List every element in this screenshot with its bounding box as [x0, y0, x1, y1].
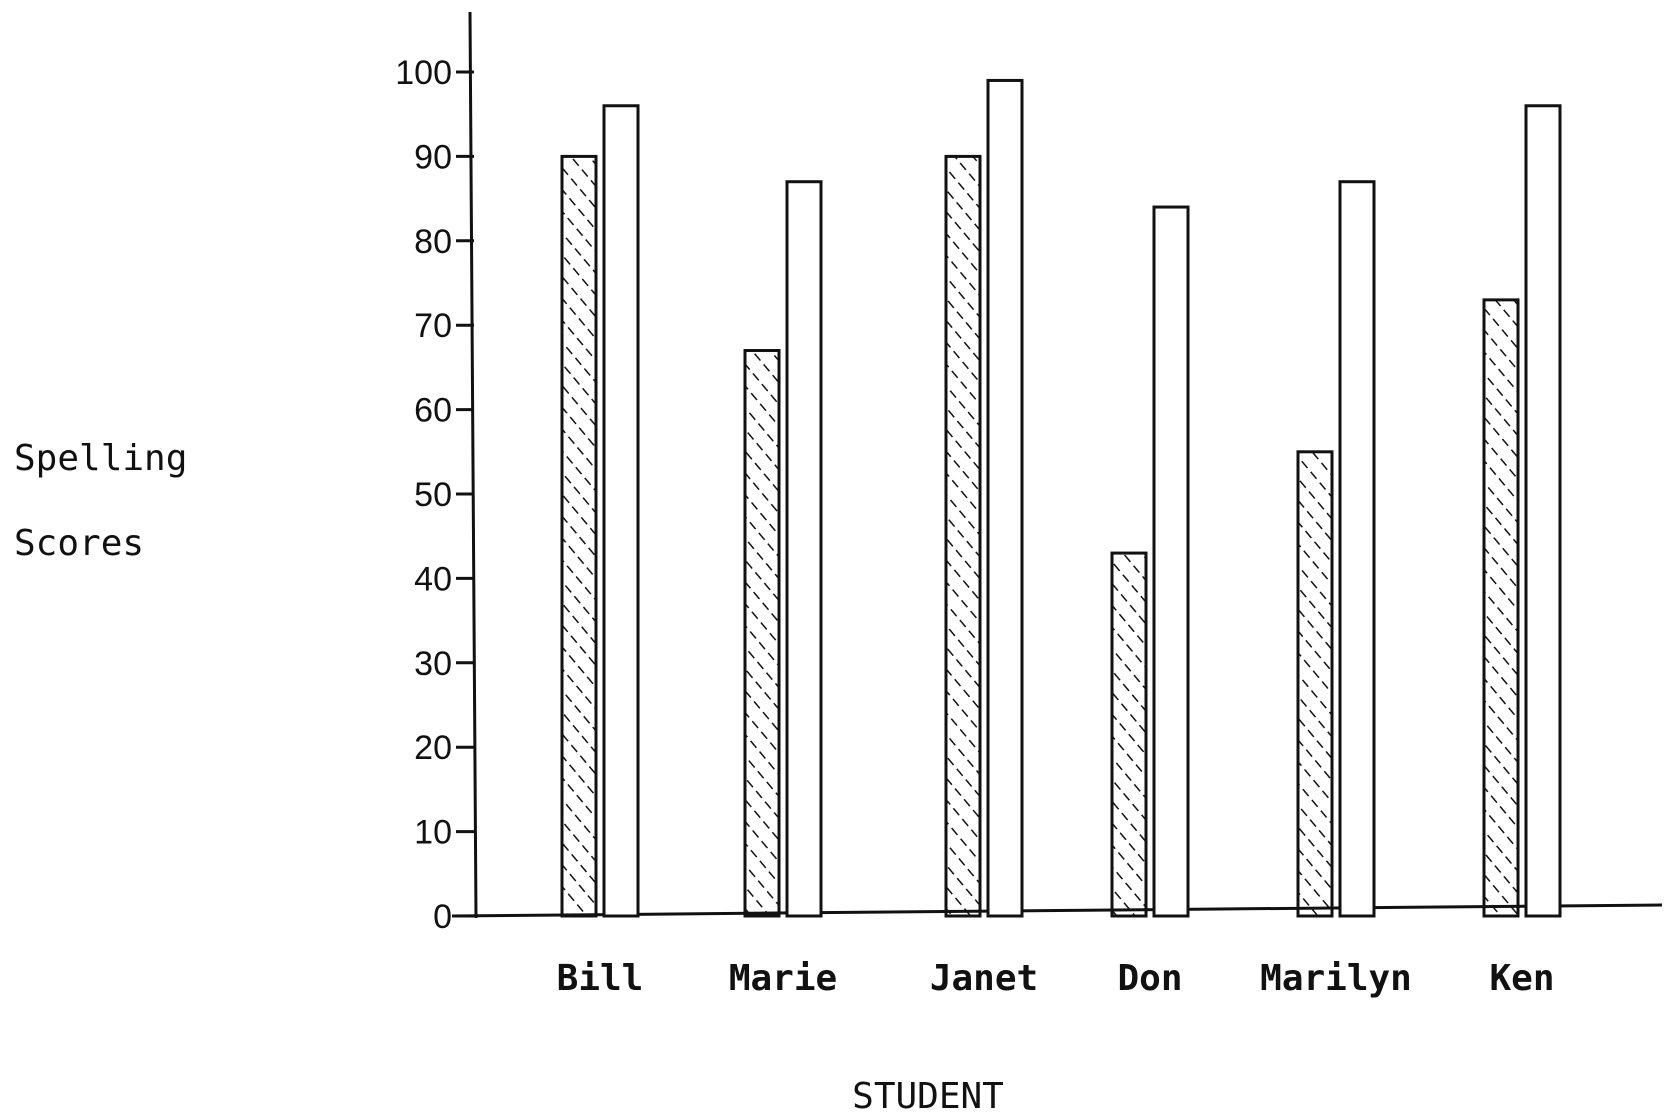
bar-bill-plain	[602, 104, 640, 918]
y-tick-label: 10	[414, 814, 452, 852]
bar-marie-hatched	[743, 349, 781, 918]
y-tick-label: 60	[414, 392, 452, 430]
x-tick-label-janet: Janet	[930, 958, 1038, 999]
bar-ken-plain	[1524, 104, 1562, 918]
y-tick-label: 20	[414, 729, 452, 767]
x-tick-label-don: Don	[1117, 958, 1182, 999]
y-tick-label: 40	[414, 560, 452, 598]
bar-janet-plain	[986, 78, 1024, 918]
x-tick-label-bill: Bill	[557, 958, 644, 999]
x-tick-label-marilyn: Marilyn	[1260, 958, 1412, 999]
x-tick-label-ken: Ken	[1489, 958, 1554, 999]
bar-bill-hatched	[560, 154, 598, 918]
y-axis-line	[468, 11, 478, 919]
y-axis-label-line-2: Scores	[14, 523, 144, 564]
bar-don-hatched	[1110, 551, 1148, 918]
y-axis-ticks: 0 10 20 30 40 50 60 70 80 90 100	[395, 54, 474, 936]
bar-ken-hatched	[1482, 298, 1520, 918]
y-tick-label: 30	[414, 645, 452, 683]
y-tick-label: 90	[414, 138, 452, 176]
y-tick-label: 80	[414, 223, 452, 261]
x-tick-label-marie: Marie	[729, 958, 837, 999]
bar-marie-plain	[785, 180, 823, 918]
x-axis-line	[451, 903, 1663, 918]
y-tick-label: 70	[414, 307, 452, 345]
bar-don-plain	[1152, 205, 1190, 918]
bar-marilyn-hatched	[1296, 450, 1334, 918]
y-tick-label: 100	[395, 54, 452, 92]
bars	[560, 78, 1562, 918]
x-axis-label: STUDENT	[852, 1076, 1004, 1117]
y-tick-label: 50	[414, 476, 452, 514]
y-axis-label-line-1: Spelling	[14, 438, 187, 479]
y-tick-label: 0	[433, 898, 452, 936]
x-axis-categories: Bill Marie Janet Don Marilyn Ken	[557, 958, 1555, 999]
bar-marilyn-plain	[1338, 180, 1376, 918]
bar-janet-hatched	[944, 154, 982, 918]
